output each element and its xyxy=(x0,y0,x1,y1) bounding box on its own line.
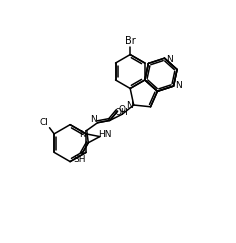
Text: N: N xyxy=(126,101,132,110)
Text: SH: SH xyxy=(74,155,86,164)
Text: N: N xyxy=(80,130,86,139)
Text: Br: Br xyxy=(125,36,135,46)
Text: N: N xyxy=(175,81,181,90)
Text: O: O xyxy=(119,105,126,114)
Text: Cl: Cl xyxy=(40,118,49,127)
Text: HN: HN xyxy=(98,130,112,139)
Text: N: N xyxy=(90,115,97,124)
Text: OH: OH xyxy=(114,108,128,117)
Text: N: N xyxy=(166,55,173,64)
